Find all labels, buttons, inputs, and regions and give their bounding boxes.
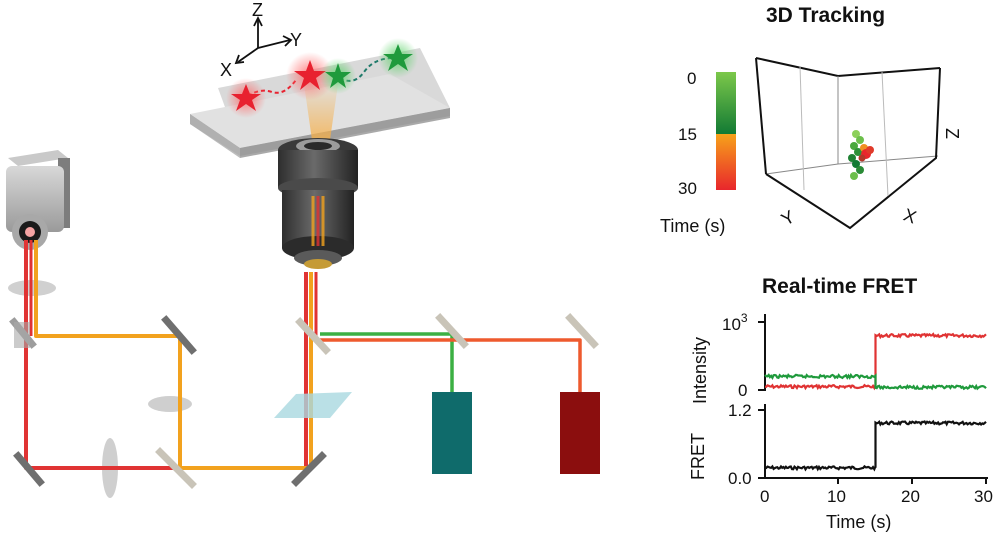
colorbar-tick-0: 0 (687, 69, 696, 88)
green-star-center (320, 58, 356, 94)
relay-lens (148, 396, 192, 412)
fret-panel (758, 404, 988, 484)
fret-title: Real-time FRET (762, 275, 917, 298)
green-star-right (378, 38, 418, 78)
tracking-axis-x: X (901, 205, 919, 228)
tracking-axis-y: Y (778, 206, 798, 229)
tracking-title: 3D Tracking (766, 4, 885, 27)
x-tick-10: 10 (827, 487, 846, 506)
mirror-bottom-left (13, 451, 45, 487)
tracking-3d-box (755, 57, 941, 230)
tracking-axis-z: Z (942, 128, 962, 139)
fret-tick-top: 1.2 (728, 401, 752, 420)
axis-label-x: X (220, 60, 232, 80)
colorbar-label: Time (s) (660, 216, 725, 236)
mirror-red (565, 313, 599, 349)
red-star-center (286, 52, 334, 100)
mirror-bottom-right (291, 451, 327, 487)
dichroic-bottom-mid (155, 447, 197, 489)
coordinate-axes (234, 15, 293, 65)
tracking-trajectory (848, 130, 874, 180)
fret-efficiency-trace (764, 419, 987, 472)
x-tick-0: 0 (760, 487, 769, 506)
colorbar-tick-15: 15 (678, 125, 697, 144)
fret-xlabel: Time (s) (826, 512, 891, 532)
detector-red-channel (560, 392, 600, 474)
laser-paths (24, 240, 582, 470)
mirror-top-mid (161, 315, 197, 355)
x-tick-20: 20 (901, 487, 920, 506)
fret-tick-bottom: 0.0 (728, 469, 752, 488)
axis-label-z: Z (252, 0, 263, 20)
dichroic-objective (295, 317, 331, 355)
intensity-tick-top: 103 (722, 311, 748, 334)
colorbar-top (716, 72, 736, 134)
intensity-green-trace (764, 372, 987, 391)
x-tick-30: 30 (974, 487, 993, 506)
colorbar-bottom (716, 134, 736, 190)
axis-label-y: Y (290, 30, 302, 50)
intensity-red-trace (764, 332, 987, 391)
colorbar-tick-30: 30 (678, 179, 697, 198)
intensity-tick-bottom: 0 (738, 381, 747, 400)
mirrors (9, 313, 599, 489)
cylindrical-lens (274, 392, 352, 418)
red-star-left (226, 78, 266, 118)
fret-ylabel: FRET (688, 433, 708, 480)
detector-green-channel (432, 392, 472, 474)
camera (6, 150, 70, 250)
intensity-ylabel: Intensity (690, 337, 710, 404)
dichroic-green (435, 313, 469, 349)
intensity-panel (758, 314, 987, 391)
